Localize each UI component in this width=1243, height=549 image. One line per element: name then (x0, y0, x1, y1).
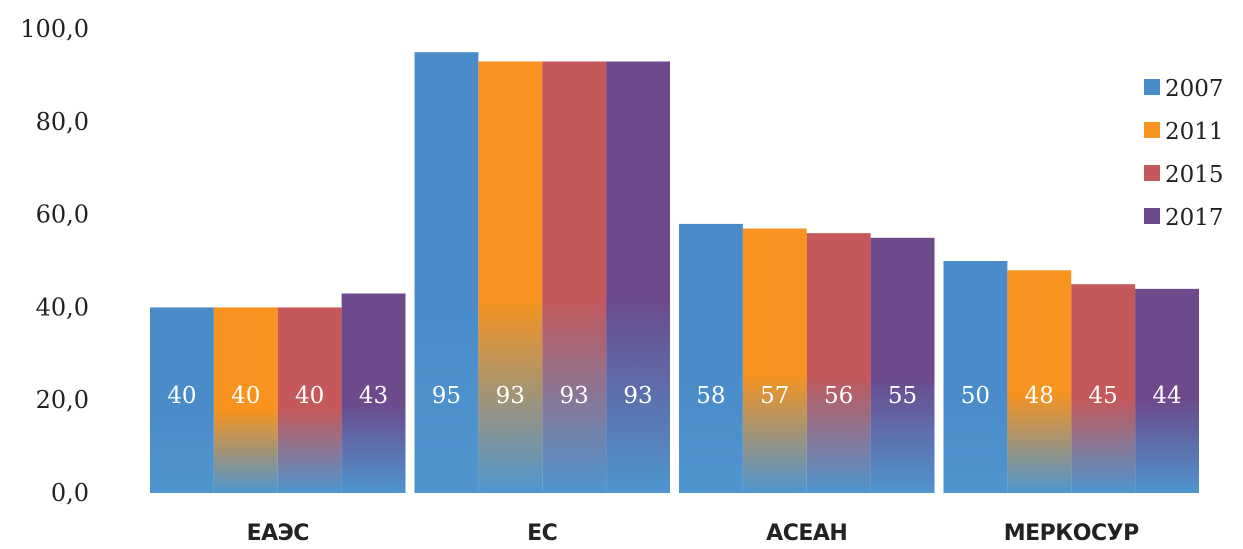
y-tick-label: 0,0 (51, 479, 89, 507)
data-label: 58 (696, 383, 725, 409)
bar-2007-1 (414, 52, 479, 493)
x-category-label: АСЕАН (766, 521, 847, 546)
data-label: 95 (432, 383, 461, 409)
x-category-label: ЕС (527, 521, 557, 546)
data-label: 50 (961, 383, 990, 409)
y-tick-label: 40,0 (36, 293, 89, 321)
x-category-label: МЕРКОСУР (1004, 521, 1139, 546)
bar-2007-2 (679, 223, 743, 493)
data-label: 40 (231, 383, 260, 409)
legend: 2007 2011 2015 2017 (1144, 76, 1224, 231)
bars-group: 40 40 40 43 95 93 93 93 58 57 56 55 50 48 45 44 (150, 52, 1199, 493)
legend-label: 2015 (1165, 162, 1224, 188)
legend-label: 2017 (1165, 205, 1224, 231)
data-label: 55 (888, 383, 917, 409)
bar-2017-2 (870, 237, 935, 493)
bar-2015-0 (277, 307, 342, 493)
legend-swatch (1144, 79, 1160, 95)
bar-2011-2 (742, 228, 807, 493)
bar-2017-0 (341, 293, 406, 493)
data-label: 40 (167, 383, 196, 409)
bar-2007-3 (943, 261, 1008, 493)
legend-swatch (1144, 208, 1160, 224)
x-category-label: ЕАЭС (247, 521, 309, 546)
legend-swatch (1144, 122, 1160, 138)
bar-2015-3 (1071, 284, 1136, 493)
y-tick-label: 100,0 (20, 15, 89, 43)
data-label: 45 (1089, 383, 1118, 409)
bar-2011-3 (1007, 270, 1072, 493)
category-labels: ЕАЭС ЕС АСЕАН МЕРКОСУР (247, 521, 1140, 546)
data-label: 57 (760, 383, 789, 409)
bar-2017-3 (1135, 288, 1199, 493)
data-label: 93 (560, 383, 589, 409)
y-tick-label: 20,0 (36, 386, 89, 414)
data-label: 93 (623, 383, 652, 409)
data-label: 93 (496, 383, 525, 409)
y-axis: 0,0 20,0 40,0 60,0 80,0 100,0 (20, 15, 89, 507)
legend-label: 2011 (1165, 119, 1224, 145)
data-label: 56 (824, 383, 853, 409)
data-label: 48 (1025, 383, 1054, 409)
legend-swatch (1144, 165, 1160, 181)
bar-2011-1 (478, 61, 543, 493)
bar-2015-1 (542, 61, 607, 493)
bar-2011-0 (213, 307, 278, 493)
legend-label: 2007 (1165, 76, 1224, 102)
data-label: 40 (295, 383, 324, 409)
data-label: 44 (1152, 383, 1181, 409)
bar-2015-2 (806, 233, 871, 493)
y-tick-label: 60,0 (36, 201, 89, 229)
bar-2017-1 (606, 61, 670, 493)
bar-2007-0 (150, 307, 214, 493)
data-label: 43 (359, 383, 388, 409)
y-tick-label: 80,0 (36, 108, 89, 136)
